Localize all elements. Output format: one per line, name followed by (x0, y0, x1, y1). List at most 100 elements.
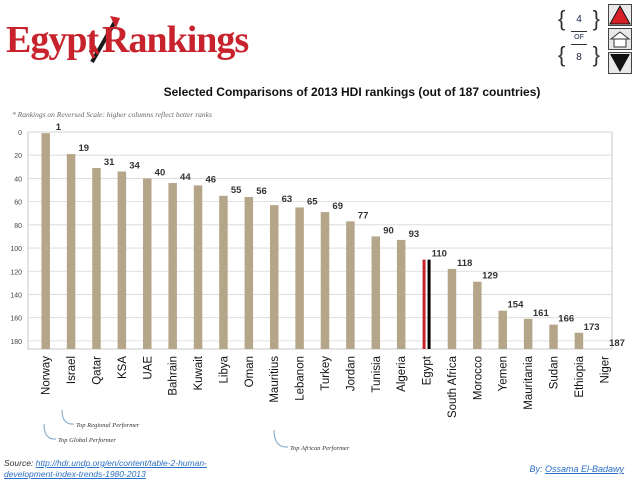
annotation-arrow (43, 423, 57, 440)
y-tick-label: 20 (14, 153, 22, 160)
bar (346, 221, 355, 349)
data-label: 31 (104, 157, 115, 168)
home-button[interactable] (608, 28, 632, 50)
data-label: 34 (129, 160, 140, 171)
bar (143, 178, 152, 349)
y-tick-label: 140 (10, 292, 22, 299)
source-note: Source: http://hdr.undp.org/en/content/t… (4, 458, 207, 480)
category-label: Libya (218, 355, 230, 383)
brace-right-icon: } (592, 6, 600, 31)
annotation-arrow (273, 429, 289, 448)
hdi-bar-chart: Selected Comparisons of 2013 HDI ranking… (10, 85, 625, 452)
bar-highlight-red (422, 259, 426, 349)
data-label: 173 (584, 322, 600, 333)
category-label: Niger (599, 356, 611, 384)
bar-highlight-black (427, 259, 431, 349)
category-label: Oman (244, 356, 256, 387)
category-label: Israel (66, 356, 78, 384)
y-tick-label: 120 (10, 269, 22, 276)
chart-subtitle: * Rankings on Reversed Scale: higher col… (12, 110, 212, 119)
category-label: KSA (117, 356, 129, 379)
bar (269, 205, 279, 349)
prev-slide-button[interactable] (608, 4, 632, 26)
data-label: 93 (409, 229, 420, 240)
next-slide-button[interactable] (608, 52, 632, 74)
page-divider-top (571, 31, 587, 32)
bar (498, 310, 507, 349)
source-label: Source: (4, 458, 34, 468)
category-label: Tunisia (371, 355, 383, 392)
source-link-line1: http://hdr.undp.org/en/content/table-2-h… (35, 458, 207, 468)
bar (244, 196, 254, 349)
data-label: 161 (533, 308, 550, 319)
bar (574, 332, 584, 349)
annotation-label: Top African Performer (290, 445, 350, 452)
category-label: Mauritius (269, 356, 281, 403)
y-tick-label: 60 (14, 200, 22, 207)
data-label: 1 (56, 122, 62, 133)
y-tick-label: 0 (18, 130, 22, 137)
category-label: Yemen (498, 356, 510, 391)
page-of-label: OF (574, 34, 584, 41)
brace-left-icon: { (558, 42, 566, 67)
data-label: 118 (457, 258, 472, 269)
source-link-line2: development-index-trends-1980-2013 (4, 469, 146, 479)
data-label: 56 (256, 186, 267, 197)
logo-text-right: Rankings (102, 19, 249, 61)
author-name: Ossama El-Badawy (544, 464, 624, 474)
annotation-label: Top Regional Performer (76, 422, 140, 429)
category-label: Algeria (396, 355, 408, 391)
source-link[interactable]: http://hdr.undp.org/en/content/table-2-h… (4, 458, 207, 479)
data-label: 187 (609, 338, 625, 349)
data-label: 77 (358, 210, 369, 221)
data-label: 46 (205, 174, 216, 185)
y-tick-label: 40 (14, 176, 22, 183)
category-label: Jordan (345, 356, 357, 391)
category-label: Mauritania (523, 355, 535, 409)
category-label: Sudan (549, 356, 561, 389)
category-label: UAE (142, 356, 154, 380)
bar (193, 185, 203, 349)
annotation-arrow (61, 409, 75, 425)
chart-title: Selected Comparisons of 2013 HDI ranking… (164, 85, 541, 99)
data-label: 65 (307, 196, 318, 207)
y-tick-label: 180 (10, 339, 22, 346)
bar (396, 239, 406, 349)
category-label: Kuwait (193, 355, 205, 390)
y-tick-label: 80 (14, 223, 22, 230)
data-label: 129 (482, 271, 498, 282)
data-label: 69 (332, 201, 343, 212)
data-label: 40 (155, 167, 166, 178)
page-current: 4 (576, 14, 582, 25)
category-label: Ethiopia (574, 355, 586, 397)
page-indicator: { } 4 OF { } 8 (556, 4, 602, 70)
data-label: 90 (383, 225, 394, 236)
brace-right-icon: } (592, 42, 600, 67)
bar (41, 133, 50, 349)
bar (66, 154, 76, 349)
category-label: Egypt (422, 355, 434, 385)
y-tick-label: 100 (10, 246, 22, 253)
plot-frame (27, 131, 613, 350)
y-tick-label: 160 (10, 316, 22, 323)
category-label: Turkey (320, 356, 332, 391)
bar (473, 281, 482, 349)
data-label: 44 (180, 172, 191, 183)
by-label: By: (529, 464, 543, 474)
bar (320, 212, 330, 349)
data-label: 110 (432, 249, 447, 260)
category-label: Bahrain (168, 356, 180, 396)
category-label: South Africa (447, 355, 459, 418)
category-label: Morocco (472, 356, 484, 400)
bar (523, 318, 533, 349)
page-divider-bottom (571, 44, 587, 45)
data-label: 63 (282, 194, 293, 205)
brace-left-icon: { (558, 6, 566, 31)
data-label: 166 (558, 314, 574, 325)
logo-arrow-icon (88, 16, 120, 63)
bar (295, 207, 304, 349)
bar (549, 324, 558, 349)
category-label: Norway (41, 356, 53, 395)
bar (168, 183, 177, 349)
bar (92, 167, 101, 349)
